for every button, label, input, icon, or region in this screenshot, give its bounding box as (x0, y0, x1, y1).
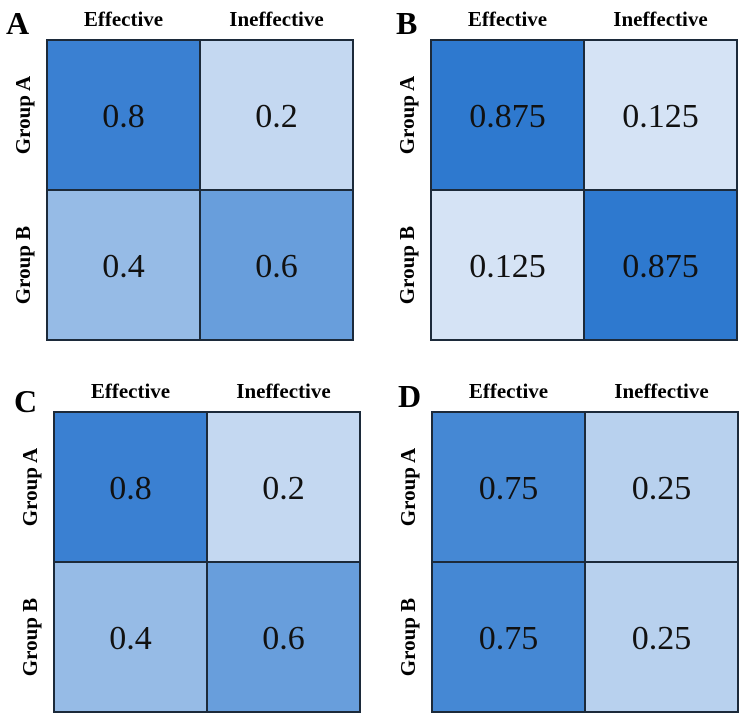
cell-value-b-1-1: 0.875 (622, 248, 699, 285)
panel-label-b: B (396, 5, 417, 41)
cell-value-a-0-0: 0.8 (102, 98, 145, 135)
row-label-a-0: Group A (11, 75, 35, 154)
cell-value-c-0-1: 0.2 (262, 470, 305, 507)
cell-value-a-0-1: 0.2 (255, 98, 298, 135)
cell-value-c-0-0: 0.8 (109, 470, 152, 507)
column-label-c-0: Effective (91, 379, 170, 403)
row-label-d-0: Group A (396, 447, 420, 526)
row-label-b-1: Group B (395, 226, 419, 304)
row-label-d-1: Group B (396, 598, 420, 676)
column-label-a-1: Ineffective (229, 7, 323, 31)
row-label-a-1: Group B (11, 226, 35, 304)
cell-value-a-1-1: 0.6 (255, 248, 298, 285)
row-label-c-1: Group B (18, 598, 42, 676)
heatmap-cell-b-1-1 (583, 189, 738, 341)
heatmap-cell-a-1-1 (199, 189, 354, 341)
panel-label-a: A (6, 5, 29, 41)
row-label-c-0: Group A (18, 447, 42, 526)
cell-value-b-0-1: 0.125 (622, 98, 699, 135)
cell-value-d-0-0: 0.75 (479, 470, 539, 507)
heatmap-cell-c-0-1 (206, 411, 361, 563)
cell-value-a-1-0: 0.4 (102, 248, 145, 285)
heatmap-cell-a-0-0 (46, 39, 201, 191)
cell-value-b-0-0: 0.875 (469, 98, 546, 135)
cell-value-d-1-1: 0.25 (632, 620, 692, 657)
column-label-a-0: Effective (84, 7, 163, 31)
column-label-d-1: Ineffective (614, 379, 708, 403)
cell-value-c-1-1: 0.6 (262, 620, 305, 657)
heatmap-cell-c-1-1 (206, 561, 361, 713)
cell-value-c-1-0: 0.4 (109, 620, 152, 657)
heatmap-cell-a-1-0 (46, 189, 201, 341)
heatmap-cell-a-0-1 (199, 39, 354, 191)
heatmap-cell-d-0-1 (584, 411, 739, 563)
heatmap-cell-b-0-1 (583, 39, 738, 191)
panel-label-d: D (398, 378, 421, 414)
panel-label-c: C (14, 383, 37, 419)
cell-value-b-1-0: 0.125 (469, 248, 546, 285)
column-label-c-1: Ineffective (236, 379, 330, 403)
row-label-b-0: Group A (395, 75, 419, 154)
cell-value-d-1-0: 0.75 (479, 620, 539, 657)
heatmap-cell-d-1-1 (584, 561, 739, 713)
column-label-d-0: Effective (469, 379, 548, 403)
column-label-b-0: Effective (468, 7, 547, 31)
heatmap-cell-b-0-0 (430, 39, 585, 191)
cell-value-d-0-1: 0.25 (632, 470, 692, 507)
column-label-b-1: Ineffective (613, 7, 707, 31)
heatmap-cell-d-0-0 (431, 411, 586, 563)
heatmap-cell-b-1-0 (430, 189, 585, 341)
